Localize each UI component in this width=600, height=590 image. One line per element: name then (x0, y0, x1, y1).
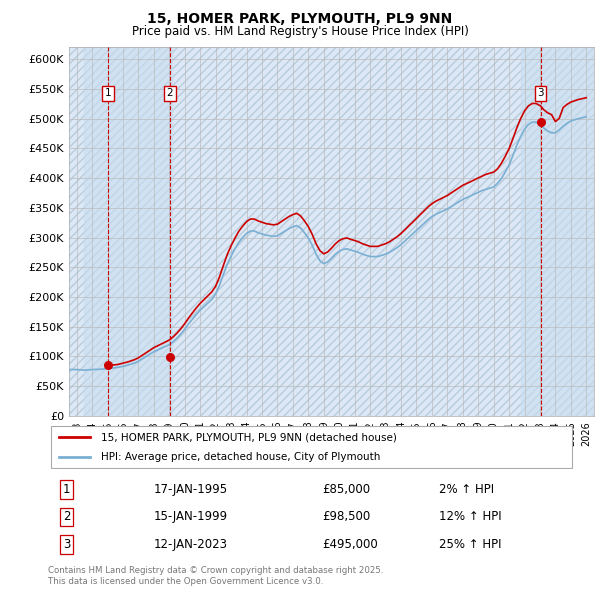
Text: 3: 3 (63, 537, 70, 550)
Bar (521, 47, 594, 416)
Text: Contains HM Land Registry data © Crown copyright and database right 2025.: Contains HM Land Registry data © Crown c… (48, 566, 383, 575)
Point (165, 353, 175, 362)
Text: £495,000: £495,000 (323, 537, 379, 550)
Text: 25% ↑ HPI: 25% ↑ HPI (439, 537, 501, 550)
Text: 17-JAN-1995: 17-JAN-1995 (154, 483, 228, 496)
Point (536, 117, 545, 126)
Text: This data is licensed under the Open Government Licence v3.0.: This data is licensed under the Open Gov… (48, 577, 323, 586)
Text: 2: 2 (63, 510, 70, 523)
Text: 2% ↑ HPI: 2% ↑ HPI (439, 483, 494, 496)
Text: 12% ↑ HPI: 12% ↑ HPI (439, 510, 502, 523)
Text: Price paid vs. HM Land Registry's House Price Index (HPI): Price paid vs. HM Land Registry's House … (131, 25, 469, 38)
Bar (85, 47, 172, 416)
Point (103, 360, 113, 370)
FancyBboxPatch shape (50, 426, 572, 468)
Text: 2: 2 (167, 88, 173, 99)
Text: 12-JAN-2023: 12-JAN-2023 (154, 537, 227, 550)
Text: 3: 3 (537, 88, 544, 99)
Text: 1: 1 (63, 483, 70, 496)
Text: 15-JAN-1999: 15-JAN-1999 (154, 510, 228, 523)
Text: £85,000: £85,000 (323, 483, 371, 496)
Text: 15, HOMER PARK, PLYMOUTH, PL9 9NN: 15, HOMER PARK, PLYMOUTH, PL9 9NN (148, 12, 452, 26)
Text: 15, HOMER PARK, PLYMOUTH, PL9 9NN (detached house): 15, HOMER PARK, PLYMOUTH, PL9 9NN (detac… (101, 432, 397, 442)
Text: 1: 1 (105, 88, 112, 99)
Text: £98,500: £98,500 (323, 510, 371, 523)
Text: HPI: Average price, detached house, City of Plymouth: HPI: Average price, detached house, City… (101, 452, 380, 461)
